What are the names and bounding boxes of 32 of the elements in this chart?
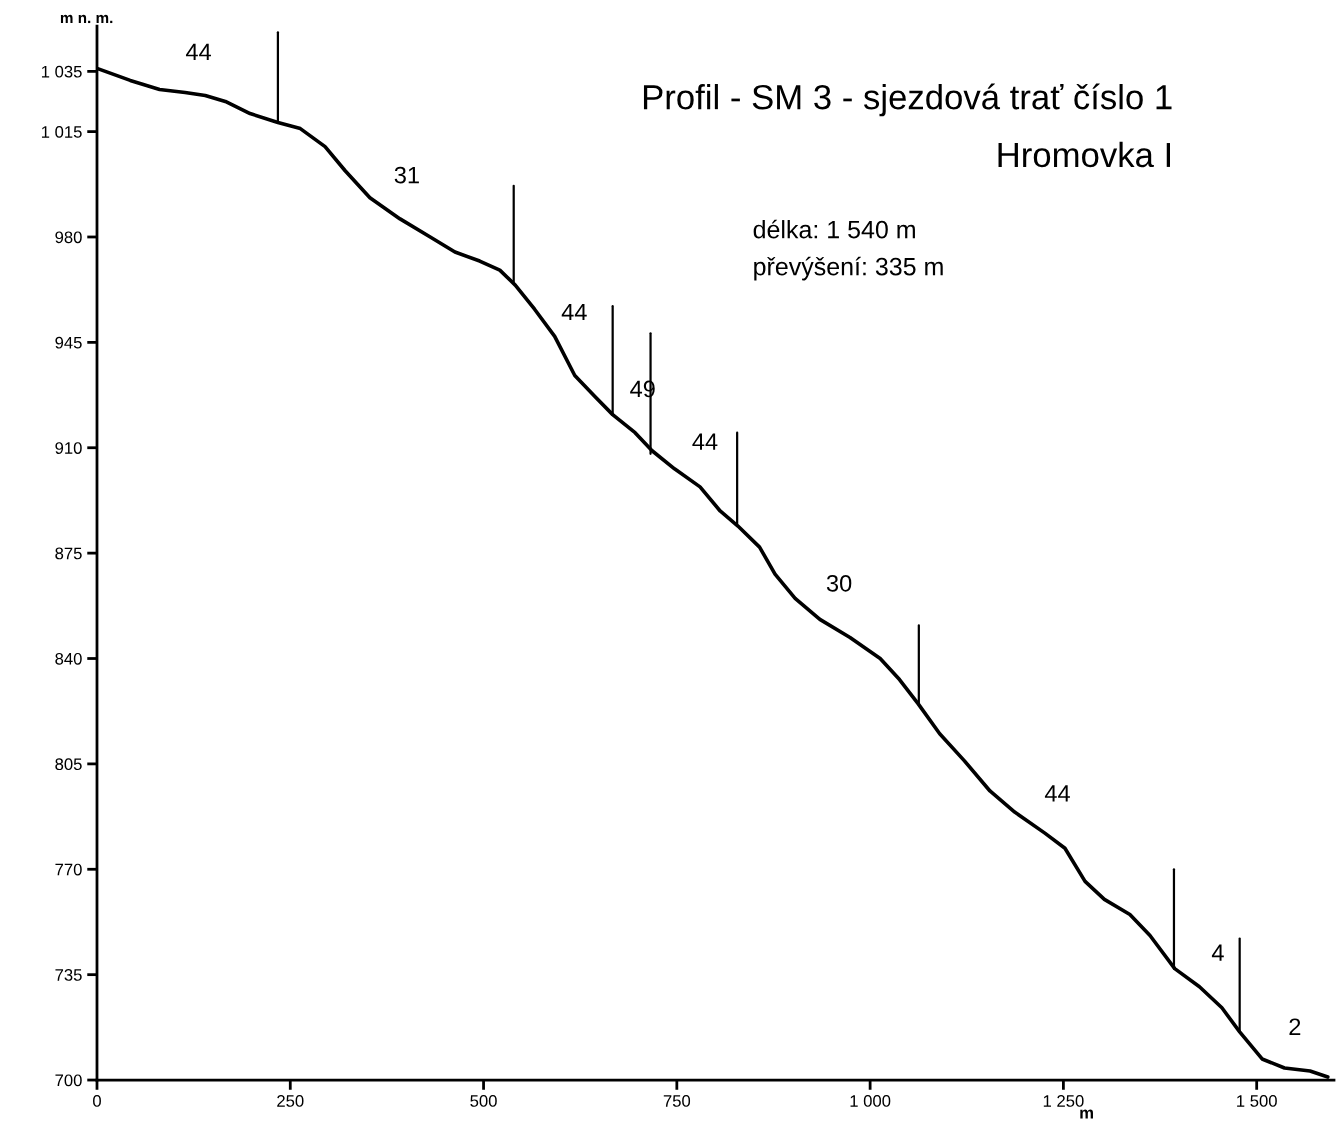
annotation: 30 <box>826 574 852 592</box>
y-tick-label: 735 <box>55 969 82 981</box>
y-tick-label: 980 <box>55 231 82 244</box>
x-tick-label: 250 <box>277 1095 304 1107</box>
y-tick-label: 875 <box>55 547 82 560</box>
annotation: 44 <box>692 433 718 450</box>
y-tick-label: 700 <box>55 1074 82 1087</box>
annotation: 31 <box>394 166 419 184</box>
y-tick-label: 805 <box>55 758 82 771</box>
y-tick-label: 1 035 <box>41 65 82 78</box>
text: Hromovka I <box>998 141 1170 168</box>
y-tick-label: 910 <box>55 442 82 454</box>
x-tick-label: 1 500 <box>1237 1095 1277 1107</box>
annotation: 44 <box>561 303 587 321</box>
y-tick-label: 770 <box>55 863 82 876</box>
x-axis-title: m <box>1080 1109 1093 1119</box>
y-axis-title: m n. m. <box>60 14 113 24</box>
x-tick-label: 1 000 <box>850 1095 891 1107</box>
annotation: 44 <box>1044 785 1070 802</box>
x-tick-label: 1 250 <box>1043 1095 1084 1107</box>
annotation: převýšení: 335 m <box>754 256 943 281</box>
y-tick-label: 840 <box>55 652 82 665</box>
x-tick-label: 0 <box>93 1095 101 1107</box>
x-tick-label: 750 <box>663 1095 691 1107</box>
x-tick-label: 500 <box>470 1095 497 1107</box>
y-tick-label: 945 <box>55 336 82 349</box>
text: Profil - SM 3 - sjezdová trať číslo 1 <box>643 83 1172 117</box>
annotation: 2 <box>1289 1018 1301 1035</box>
annotation: délka: 1 540 m <box>753 219 915 239</box>
annotation: 44 <box>185 43 211 61</box>
annotation: 4 <box>1211 944 1224 961</box>
y-tick-label: 1 015 <box>41 126 82 138</box>
